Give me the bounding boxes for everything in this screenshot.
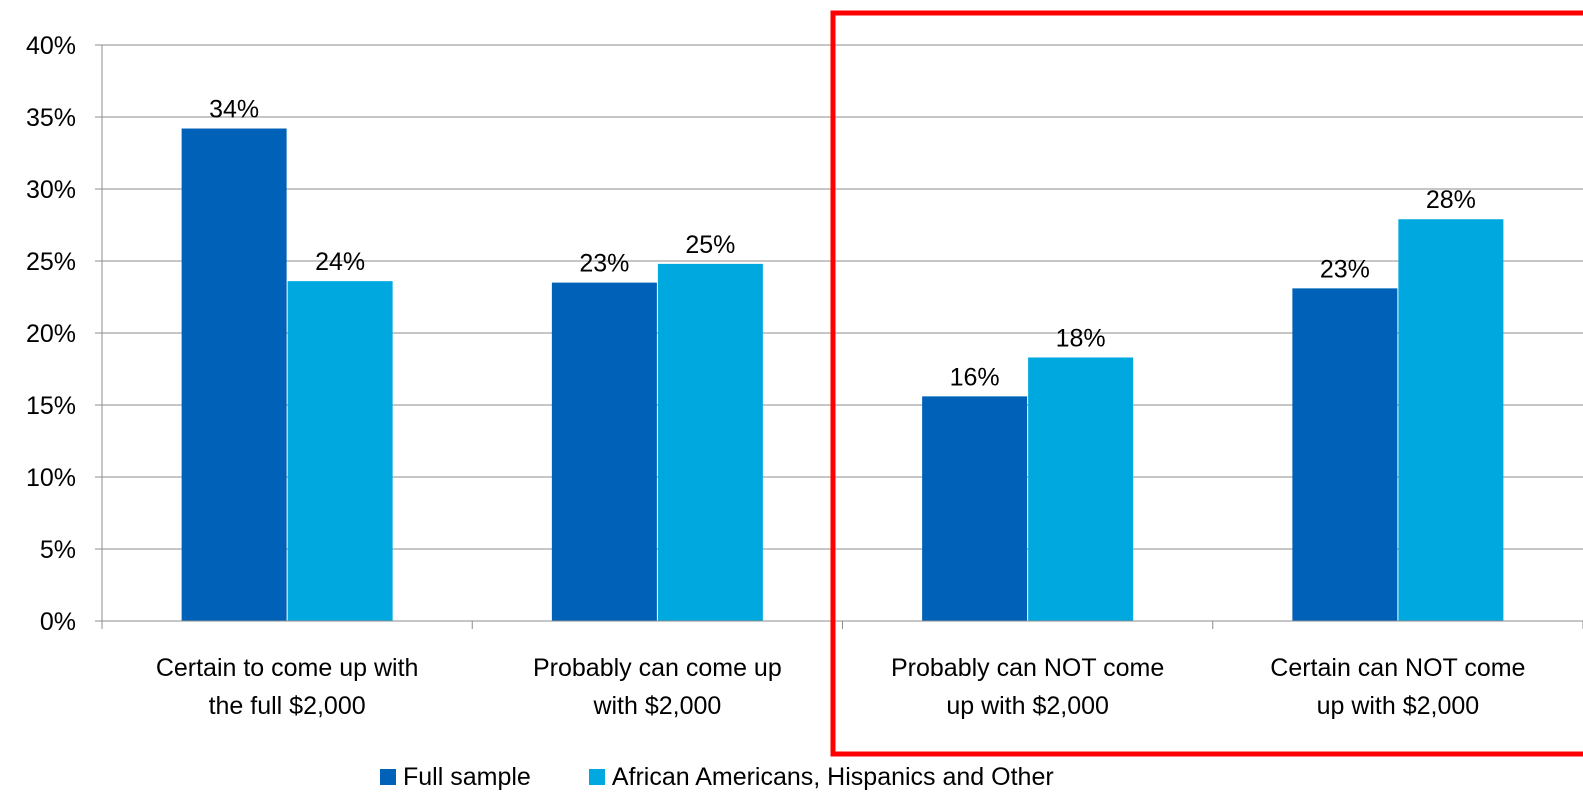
x-tick-label: up with $2,000 <box>946 692 1109 720</box>
bar <box>551 282 657 621</box>
y-tick-label: 40% <box>26 32 76 60</box>
legend-item-full-sample: Full sample <box>380 763 531 792</box>
legend-item-minorities: African Americans, Hispanics and Other <box>588 762 1054 792</box>
bar <box>922 396 1028 621</box>
y-tick-label: 15% <box>26 392 76 420</box>
x-tick-label: up with $2,000 <box>1317 692 1480 720</box>
data-label: 24% <box>315 248 365 276</box>
y-tick-label: 5% <box>40 536 76 564</box>
x-tick-label: with $2,000 <box>592 692 721 720</box>
bar <box>181 128 287 621</box>
legend-swatch <box>588 769 605 785</box>
data-label: 28% <box>1426 186 1476 214</box>
data-label: 23% <box>579 250 629 278</box>
bars <box>181 128 1504 622</box>
y-tick-label: 10% <box>26 464 76 492</box>
highlight-box <box>830 10 1583 757</box>
y-tick-label: 35% <box>26 104 76 132</box>
x-axis: Certain to come up with the full $2,000 Pr… <box>101 620 1583 720</box>
bar <box>1028 357 1134 621</box>
bar <box>657 263 763 621</box>
y-tick-label: 20% <box>26 320 76 348</box>
x-tick-label: Certain can NOT come <box>1270 654 1525 682</box>
x-tick-label: Certain to come up with <box>156 654 419 682</box>
y-axis-ticks: 0% 5% 10% 15% 20% 25% 30% 35% 40% <box>26 32 103 636</box>
legend-label: African Americans, Hispanics and Other <box>611 762 1054 791</box>
x-tick-label: Probably can NOT come <box>891 654 1164 682</box>
data-label: 23% <box>1320 255 1370 283</box>
bar <box>1292 288 1398 621</box>
bar <box>1398 219 1504 622</box>
data-labels: 34% 23% 16% 23% 24% 25% 18% 28% <box>209 96 1476 392</box>
data-label: 25% <box>685 231 735 259</box>
y-tick-label: 25% <box>26 248 76 276</box>
x-tick-label: the full $2,000 <box>209 692 366 720</box>
legend-label: Full sample <box>403 762 531 791</box>
data-label: 16% <box>950 363 1000 391</box>
legend-swatch <box>380 769 396 785</box>
legend: Full sample African Americans, Hispanics… <box>380 762 1054 792</box>
data-label: 18% <box>1056 324 1106 352</box>
y-tick-label: 30% <box>26 176 76 204</box>
bar <box>287 281 393 621</box>
highlight-rectangle <box>830 10 1583 757</box>
y-tick-label: 0% <box>40 608 76 636</box>
x-tick-label: Probably can come up <box>533 654 782 682</box>
data-label: 34% <box>209 96 259 124</box>
